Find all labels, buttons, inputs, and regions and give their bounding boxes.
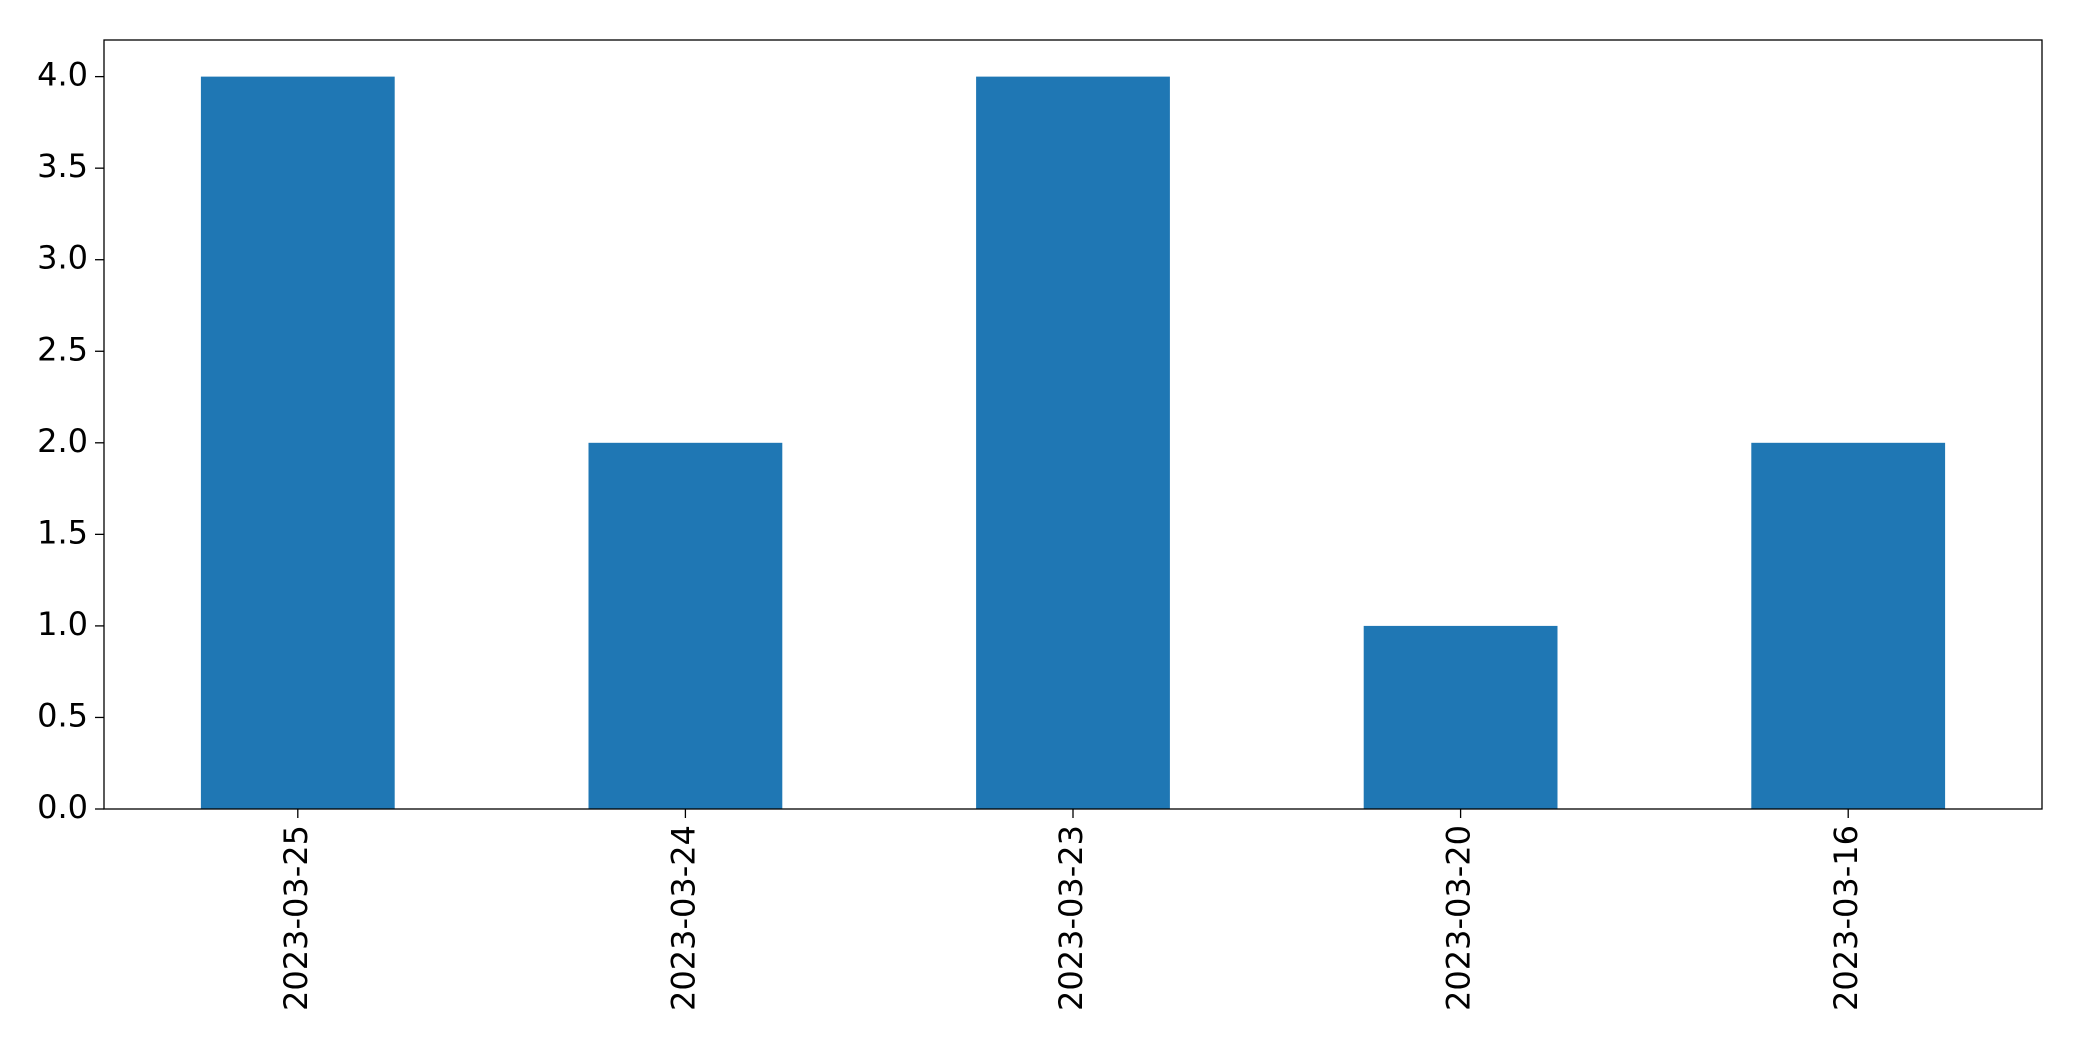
y-tick-label: 1.5 — [37, 513, 88, 551]
plot-frame — [103, 39, 2043, 810]
bar — [588, 442, 783, 809]
x-tick-label: 2023-03-16 — [1827, 825, 1865, 1011]
y-tick-label: 2.5 — [37, 330, 88, 368]
bar — [1363, 625, 1558, 809]
y-tick-label: 4.0 — [37, 56, 88, 94]
bar — [976, 76, 1170, 810]
y-tick-label: 3.5 — [37, 147, 88, 185]
y-tick-label: 1.0 — [37, 605, 88, 643]
x-tick-label: 2023-03-24 — [664, 825, 702, 1011]
bar — [200, 76, 395, 810]
y-tick-label: 2.0 — [37, 422, 88, 460]
x-tick-label: 2023-03-25 — [277, 825, 315, 1011]
y-tick-label: 0.0 — [37, 788, 88, 826]
y-tick-label: 3.0 — [37, 239, 88, 277]
x-tick-label: 2023-03-20 — [1440, 825, 1478, 1011]
bar — [1751, 442, 1946, 809]
x-tick-label: 2023-03-23 — [1052, 825, 1090, 1011]
y-tick-label: 0.5 — [37, 696, 88, 734]
